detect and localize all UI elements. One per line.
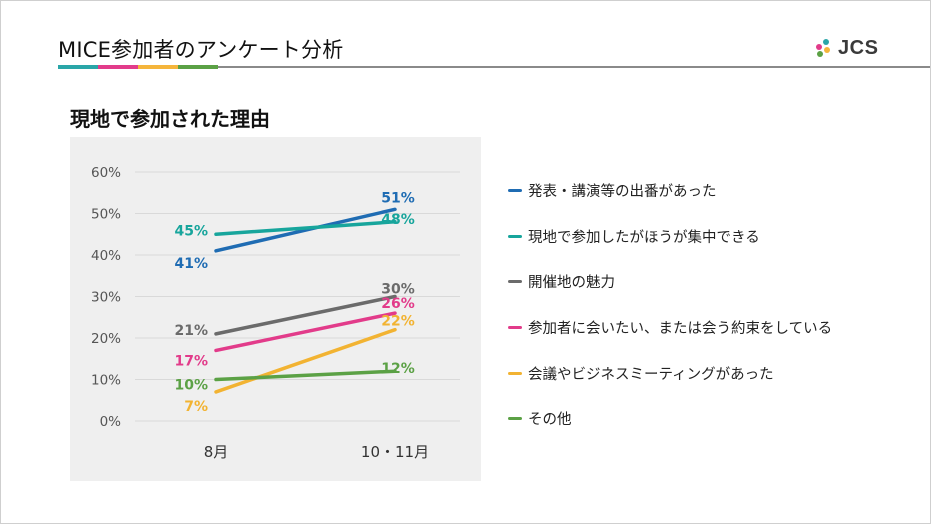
header-divider xyxy=(58,66,930,68)
data-label: 41% xyxy=(174,256,208,272)
y-tick-label: 10% xyxy=(91,373,121,389)
accent-segment-2 xyxy=(98,65,138,69)
legend-item: 参加者に会いたい、または会う約束をしている xyxy=(508,305,832,351)
accent-segment-3 xyxy=(138,65,178,69)
legend-swatch xyxy=(508,326,522,330)
page-title: MICE参加者のアンケート分析 xyxy=(58,38,344,62)
legend-item: その他 xyxy=(508,396,832,442)
legend-label: 現地で参加したがほうが集中できる xyxy=(528,229,760,246)
legend-item: 発表・講演等の出番があった xyxy=(508,168,832,214)
data-label: 7% xyxy=(184,399,208,415)
data-label: 48% xyxy=(381,212,415,228)
series-line xyxy=(214,369,397,382)
legend-item: 開催地の魅力 xyxy=(508,259,832,305)
legend-label: その他 xyxy=(528,412,572,429)
y-tick-label: 0% xyxy=(100,414,122,430)
jcs-logo-icon xyxy=(816,39,830,57)
y-tick-label: 20% xyxy=(91,331,121,347)
x-tick-label: 10・11月 xyxy=(361,443,429,461)
legend-swatch xyxy=(508,280,522,284)
data-label: 51% xyxy=(381,190,415,206)
series-line xyxy=(214,220,397,236)
legend-label: 会議やビジネスミーティングがあった xyxy=(528,366,774,383)
y-tick-label: 60% xyxy=(91,165,121,181)
legend-swatch xyxy=(508,234,522,238)
data-label: 17% xyxy=(174,353,208,369)
section-title: 現地で参加された理由 xyxy=(70,107,270,131)
chart-panel xyxy=(70,137,481,481)
line-chart: 0% 10% 20% 30% 40% 50% 60% 8月 10・11月 41% 51% 45% 48%… xyxy=(91,165,460,461)
y-tick-label: 50% xyxy=(91,207,121,223)
legend-label: 発表・講演等の出番があった xyxy=(528,184,717,201)
logo: JCS xyxy=(814,36,878,60)
accent-segment-4 xyxy=(178,65,218,69)
series-line xyxy=(214,311,397,353)
series-line xyxy=(214,294,397,336)
accent-segment-1 xyxy=(58,65,98,69)
legend-swatch xyxy=(508,371,522,375)
legend-item: 現地で参加したがほうが集中できる xyxy=(508,214,832,260)
series-line xyxy=(214,327,397,394)
data-label: 22% xyxy=(381,314,415,330)
logo-text: JCS xyxy=(838,36,879,59)
x-tick-label: 8月 xyxy=(204,443,229,461)
data-label: 10% xyxy=(174,378,208,394)
legend-label: 参加者に会いたい、または会う約束をしている xyxy=(528,321,833,338)
chart-legend: 発表・講演等の出番があった現地で参加したがほうが集中できる 開催地の魅力参加者に会… xyxy=(508,168,832,442)
data-label: 30% xyxy=(381,282,415,298)
data-label: 45% xyxy=(174,223,208,239)
y-tick-label: 30% xyxy=(91,290,121,306)
header-accent-bar xyxy=(58,65,218,69)
legend-swatch xyxy=(508,189,522,193)
legend-item: 会議やビジネスミーティングがあった xyxy=(508,350,832,396)
legend-label: 開催地の魅力 xyxy=(528,275,615,292)
data-label: 21% xyxy=(174,323,208,339)
data-label: 12% xyxy=(381,361,415,377)
y-tick-label: 40% xyxy=(91,248,121,264)
data-label: 26% xyxy=(381,296,415,312)
legend-swatch xyxy=(508,417,522,421)
series-line xyxy=(214,207,397,253)
